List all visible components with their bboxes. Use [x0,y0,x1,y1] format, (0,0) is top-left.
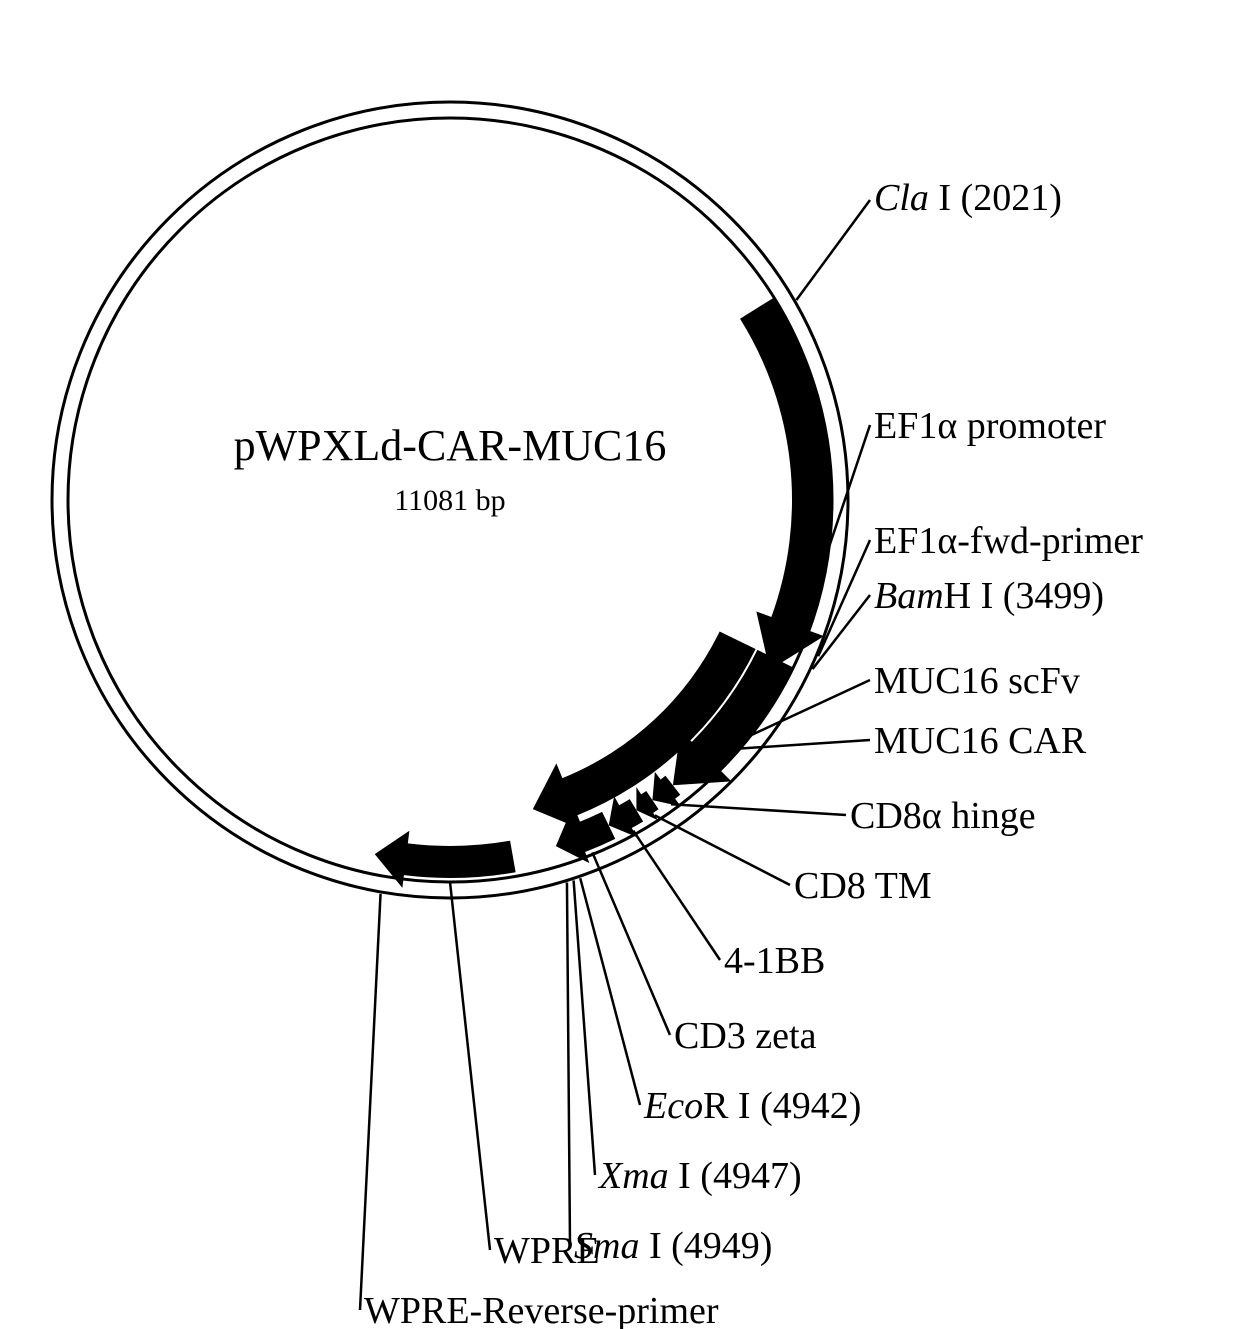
plasmid-name: pWPXLd-CAR-MUC16 [234,421,667,470]
wpre-rev-primer-label: WPRE-Reverse-primer [364,1290,719,1329]
cd3-zeta-label: CD3 zeta [674,1015,817,1057]
muc16-car-label: MUC16 CAR [874,720,1087,762]
ef1a-fwd-primer-label: EF1α-fwd-primer [874,520,1143,562]
wpre-label: WPRE [494,1230,600,1272]
plasmid-map: pWPXLd-CAR-MUC16 11081 bp Cla I (2021) EF… [0,0,1240,1329]
41bb-label: 4-1BB [724,940,825,982]
bamh1-label: BamH I (3499) [874,575,1104,617]
ecor1-label: EcoR I (4942) [643,1085,861,1127]
sma1-label: Sma I (4949) [574,1225,772,1267]
plasmid-size: 11081 bp [394,484,505,517]
cd8a-hinge-label: CD8α hinge [850,795,1036,837]
cla1-label: Cla I (2021) [874,177,1062,219]
muc16-scfv-label: MUC16 scFv [874,660,1080,702]
cd8-tm-label: CD8 TM [794,865,932,907]
ef1a-promoter-label: EF1α promoter [874,405,1106,447]
xma1-label: Xma I (4947) [597,1155,802,1197]
